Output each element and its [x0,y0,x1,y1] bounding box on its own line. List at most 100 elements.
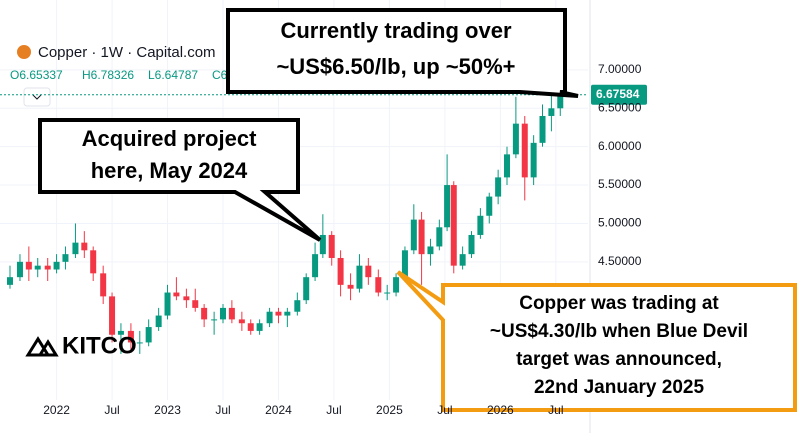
ohlc-low: L6.64787 [148,68,198,82]
x-tick-label: Jul [326,403,341,417]
x-tick-label: 2024 [265,403,292,417]
candle-body [72,242,79,255]
candle-body [25,261,32,270]
candle-body [375,277,382,293]
candle-body [294,300,301,312]
collapse-button[interactable] [23,87,51,107]
candle-body [211,319,218,321]
candle-body [145,327,152,343]
callout-box [226,8,579,98]
callout-text: 22nd January 2025 [534,377,704,398]
callout-text: Copper was trading at [519,293,719,314]
y-tick-label: 5.50000 [598,177,642,191]
candle-body [238,319,245,324]
candle-body [53,261,60,270]
candle-body [365,265,372,278]
candle-body [109,296,116,335]
candle-body [44,265,51,270]
candle-body [136,342,143,344]
chevron-icon [32,94,42,100]
callout-text: ~US$4.30/lb when Blue Devil [490,321,748,342]
last-price-label: 6.67584 [596,87,640,101]
candle-body [34,265,41,270]
callout-box [38,118,322,242]
candle-body [337,257,344,285]
candle-body [436,227,443,247]
candle-body [427,246,434,255]
candle-body [401,250,408,278]
y-tick-label: 6.50000 [598,100,642,114]
candle-body [328,234,335,258]
candle-body [548,108,555,116]
candle-body [219,307,226,320]
candle-body [495,177,502,197]
candle-body [539,115,546,143]
candle-body [486,196,493,216]
candle-body [155,315,162,328]
candle-body [450,185,457,266]
candle-body [164,292,171,316]
candle-body [459,254,466,266]
x-tick-label: Jul [437,403,452,417]
callout-text: ~US$6.50/lb, up ~50%+ [276,54,515,79]
candle-body [393,277,400,293]
candle-body [183,296,190,301]
candle-body [504,154,511,178]
y-tick-label: 5.00000 [598,216,642,230]
candle-body [347,284,354,289]
logo-icon [25,336,59,357]
last-price: 6.67584 [0,84,647,105]
candle-body [228,307,235,320]
x-tick-label: 2023 [154,403,181,417]
candle-body [81,242,88,251]
candle-body [418,219,425,255]
x-tick-label: Jul [548,403,563,417]
candle-body [468,234,475,255]
candle-body [410,219,417,251]
candle-body [247,323,254,331]
candle-body [275,311,282,316]
ohlc-high: H6.78326 [82,68,134,82]
candle-body [201,307,208,320]
candle-body [512,123,519,155]
candle-body [284,311,291,316]
chart-title: Copper · 1W · Capital.com [38,44,216,61]
candle-body [384,292,391,294]
last-price-tag [591,84,647,105]
candle-body [521,123,528,178]
candle-body [256,323,263,331]
y-tick-label: 7.00000 [598,62,642,76]
candle-body [266,311,273,324]
callout-text: here, May 2024 [91,158,248,183]
candle-body [100,273,107,297]
y-tick-label: 4.50000 [598,254,642,268]
x-tick-label: 2022 [43,403,70,417]
symbol-icon [17,45,31,59]
candle-body [173,292,180,297]
candle-body [62,254,69,262]
candle-body [557,94,564,109]
x-tick-label: Jul [215,403,230,417]
x-tick-label: 2026 [487,403,514,417]
candle-body [90,250,97,274]
candles [6,81,564,354]
candle-body [127,330,134,343]
callout-text: target was announced, [516,349,722,370]
ohlc-open: O6.65337 [10,68,63,82]
candle-body [319,234,326,255]
x-tick-label: 2025 [376,403,403,417]
candle-body [444,185,451,228]
callout-box [396,270,797,412]
x-tick-label: Jul [104,403,119,417]
callout-text: Acquired project [82,126,257,151]
candle-body [312,254,319,278]
candle-body [303,277,310,301]
candle-body [117,330,124,335]
candle-body [356,265,363,289]
candle-body [530,142,537,178]
logo-text: KITCO [62,332,137,359]
candle-body [16,261,23,278]
candle-body [477,215,484,235]
